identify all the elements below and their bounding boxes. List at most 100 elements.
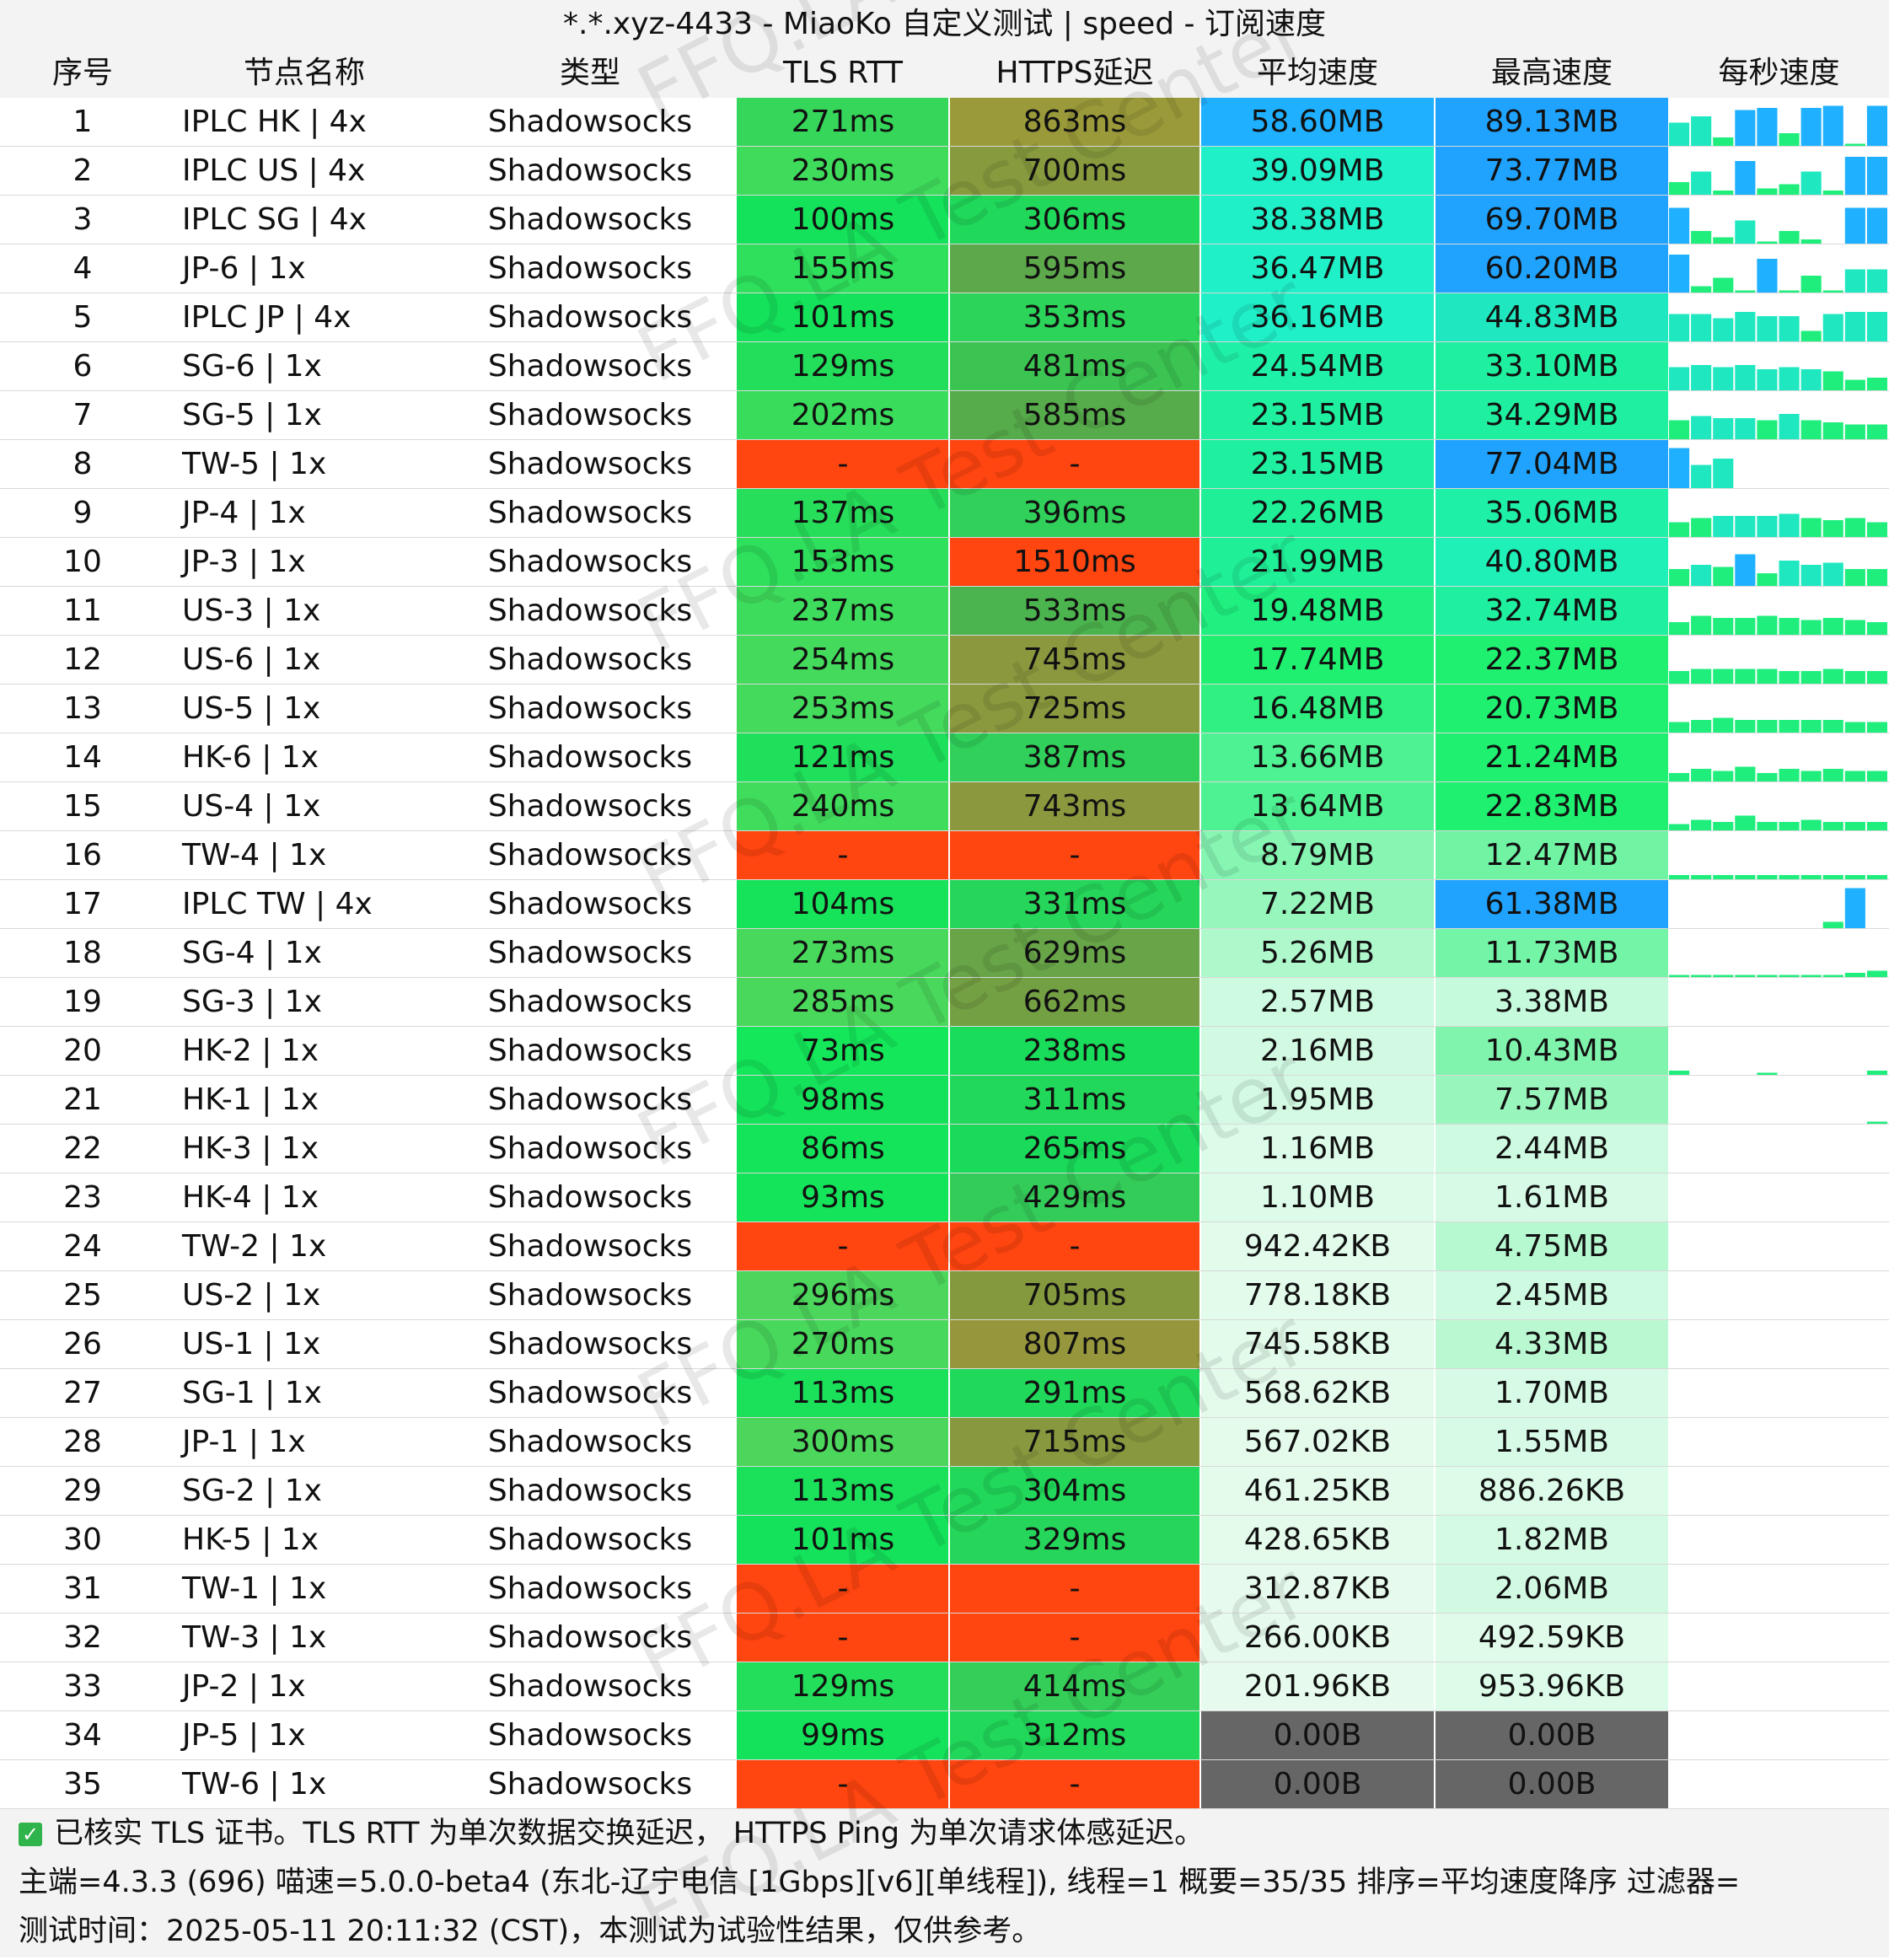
column-divider [1434,342,1436,390]
table-row[interactable]: 35 TW-6 | 1x Shadowsocks - -0.00B 0.00B [0,1760,1889,1809]
table-row[interactable]: 29 SG-2 | 1x Shadowsocks 113ms 304ms 461.25KB… [0,1467,1889,1516]
table-row[interactable]: 3 IPLC SG | 4x Shadowsocks 100ms 306ms 38.38M… [0,196,1889,244]
cell-max-speed: 69.70MB [1435,196,1669,244]
col-header-https-latency[interactable]: HTTPS延迟 [995,56,1154,90]
cell-index: 22 [63,1131,102,1166]
col-header-tls-rtt[interactable]: TLS RTT [782,56,904,90]
per-second-speed-sparkline [1669,489,1889,537]
table-row[interactable]: 27 SG-1 | 1x Shadowsocks 113ms 291ms 568.62KB… [0,1369,1889,1418]
table-row[interactable]: 11 US-3 | 1x Shadowsocks 237ms 533ms 19.48MB 3… [0,587,1889,636]
cell-max-speed: 2.45MB [1435,1271,1669,1319]
col-header-index[interactable]: 序号 [51,56,113,90]
table-row[interactable]: 9 JP-4 | 1x Shadowsocks 137ms 396ms 22.26MB 35… [0,489,1889,538]
cell-tls-rtt: 93ms [737,1173,949,1222]
table-row[interactable]: 25 US-2 | 1x Shadowsocks 296ms 705ms 778.18KB… [0,1271,1889,1320]
table-row[interactable]: 13 US-5 | 1x Shadowsocks 253ms 725ms 16.48MB 2… [0,685,1889,733]
cell-avg-speed: 36.47MB [1200,244,1435,293]
table-row[interactable]: 34 JP-5 | 1x Shadowsocks 99ms 312ms 0.00B 0.00… [0,1711,1889,1760]
cell-avg-speed: 1.16MB [1200,1125,1435,1173]
cell-tls-rtt: 254ms [737,636,949,684]
cell-node-name: TW-1 | 1x [182,1571,327,1606]
sparkline-bar [1713,459,1734,488]
cell-tls-rtt: 113ms [737,1369,949,1417]
column-divider [948,293,950,341]
table-row[interactable]: 17 IPLC TW | 4x Shadowsocks 104ms 331ms 7.22M… [0,880,1889,929]
table-row[interactable]: 16 TW-4 | 1x Shadowsocks - -8.79MB 12.47MB [0,831,1889,880]
cell-https-latency: 265ms [949,1125,1200,1173]
column-divider [1434,1125,1436,1173]
table-row[interactable]: 8 TW-5 | 1x Shadowsocks - -23.15MB 77.04MB [0,440,1889,489]
table-row[interactable]: 18 SG-4 | 1x Shadowsocks 273ms 629ms 5.26MB 11… [0,929,1889,978]
sparkline-bar [1800,720,1822,733]
table-row[interactable]: 28 JP-1 | 1x Shadowsocks 300ms 715ms 567.02KB… [0,1418,1889,1467]
cell-tls-rtt: 73ms [737,1027,949,1075]
cell-node-name: US-1 | 1x [182,1327,321,1361]
cell-node-name: TW-2 | 1x [182,1229,327,1264]
per-second-speed-sparkline [1669,1662,1889,1710]
cell-index: 7 [72,398,93,432]
sparkline-bar [1669,773,1690,781]
table-row[interactable]: 21 HK-1 | 1x Shadowsocks 98ms 311ms 1.95MB 7.5… [0,1076,1889,1125]
col-header-type[interactable]: 类型 [559,56,620,90]
sparkline-bar [1779,231,1800,244]
per-second-speed-sparkline [1669,587,1889,635]
per-second-speed-sparkline [1669,1516,1889,1564]
sparkline-bar [1691,464,1712,488]
table-row[interactable]: 20 HK-2 | 1x Shadowsocks 73ms 238ms 2.16MB 10.… [0,1027,1889,1076]
sparkline-bar [1757,773,1778,781]
sparkline-bar [1735,418,1756,439]
column-divider [1434,147,1436,195]
table-row[interactable]: 12 US-6 | 1x Shadowsocks 254ms 745ms 17.74MB 2… [0,636,1889,685]
col-header-node-name[interactable]: 节点名称 [243,56,365,90]
sparkline-bar [1779,822,1800,830]
sparkline-bar [1866,312,1887,341]
col-header-avg-speed[interactable]: 平均速度 [1256,56,1378,90]
column-divider [948,880,950,928]
col-header-max-speed[interactable]: 最高速度 [1490,56,1613,90]
sparkline-bar [1757,316,1778,341]
table-row[interactable]: 10 JP-3 | 1x Shadowsocks 153ms 1510ms 21.99MB… [0,538,1889,587]
sparkline-bar [1713,516,1734,537]
sparkline-bar [1800,276,1822,293]
cell-tls-rtt: 202ms [737,391,949,439]
table-row[interactable]: 5 IPLC JP | 4x Shadowsocks 101ms 353ms 36.16M… [0,293,1889,342]
column-divider [1434,587,1436,635]
table-row[interactable]: 7 SG-5 | 1x Shadowsocks 202ms 585ms 23.15MB 34… [0,391,1889,440]
per-second-speed-sparkline [1669,1418,1889,1466]
column-divider [948,1222,950,1270]
table-row[interactable]: 15 US-4 | 1x Shadowsocks 240ms 743ms 13.64MB 2… [0,782,1889,831]
column-divider [1434,733,1436,781]
sparkline-bar [1669,671,1690,684]
cell-avg-speed: 266.00KB [1200,1614,1435,1662]
column-divider [1668,147,1670,195]
table-row[interactable]: 14 HK-6 | 1x Shadowsocks 121ms 387ms 13.66MB 2… [0,733,1889,782]
cell-avg-speed: 13.66MB [1200,733,1435,781]
table-row[interactable]: 22 HK-3 | 1x Shadowsocks 86ms 265ms 1.16MB 2.4… [0,1125,1889,1173]
sparkline-bar [1713,367,1734,390]
sparkline-bar [1800,369,1822,390]
table-row[interactable]: 19 SG-3 | 1x Shadowsocks 285ms 662ms 2.57MB 3.… [0,978,1889,1027]
cell-https-latency: 238ms [949,1027,1200,1075]
column-divider [948,391,950,439]
cell-type: Shadowsocks [487,545,693,579]
table-row[interactable]: 32 TW-3 | 1x Shadowsocks - -266.00KB 492.59KB [0,1614,1889,1662]
sparkline-bar [1735,669,1756,684]
table-row[interactable]: 6 SG-6 | 1x Shadowsocks 129ms 481ms 24.54MB 33… [0,342,1889,391]
sparkline-bar [1713,822,1734,830]
sparkline-bar [1713,237,1734,244]
sparkline-bar [1866,771,1887,781]
table-row[interactable]: 30 HK-5 | 1x Shadowsocks 101ms 329ms 428.65KB… [0,1516,1889,1565]
column-divider [1434,880,1436,928]
table-row[interactable]: 1 IPLC HK | 4x Shadowsocks 271ms 863ms 58.60M… [0,98,1889,147]
table-row[interactable]: 23 HK-4 | 1x Shadowsocks 93ms 429ms 1.10MB 1.6… [0,1173,1889,1222]
table-row[interactable]: 33 JP-2 | 1x Shadowsocks 129ms 414ms 201.96KB… [0,1662,1889,1711]
table-row[interactable]: 4 JP-6 | 1x Shadowsocks 155ms 595ms 36.47MB 60… [0,244,1889,293]
table-row[interactable]: 2 IPLC US | 4x Shadowsocks 230ms 700ms 39.09M… [0,147,1889,196]
table-row[interactable]: 24 TW-2 | 1x Shadowsocks - -942.42KB 4.75MB [0,1222,1889,1271]
cell-max-speed: 7.57MB [1435,1076,1669,1124]
sparkline-bar [1713,669,1734,684]
col-header-per-second-speed[interactable]: 每秒速度 [1718,56,1840,90]
sparkline-bar [1669,875,1690,879]
table-row[interactable]: 26 US-1 | 1x Shadowsocks 270ms 807ms 745.58KB… [0,1320,1889,1369]
table-row[interactable]: 31 TW-1 | 1x Shadowsocks - -312.87KB 2.06MB [0,1565,1889,1614]
